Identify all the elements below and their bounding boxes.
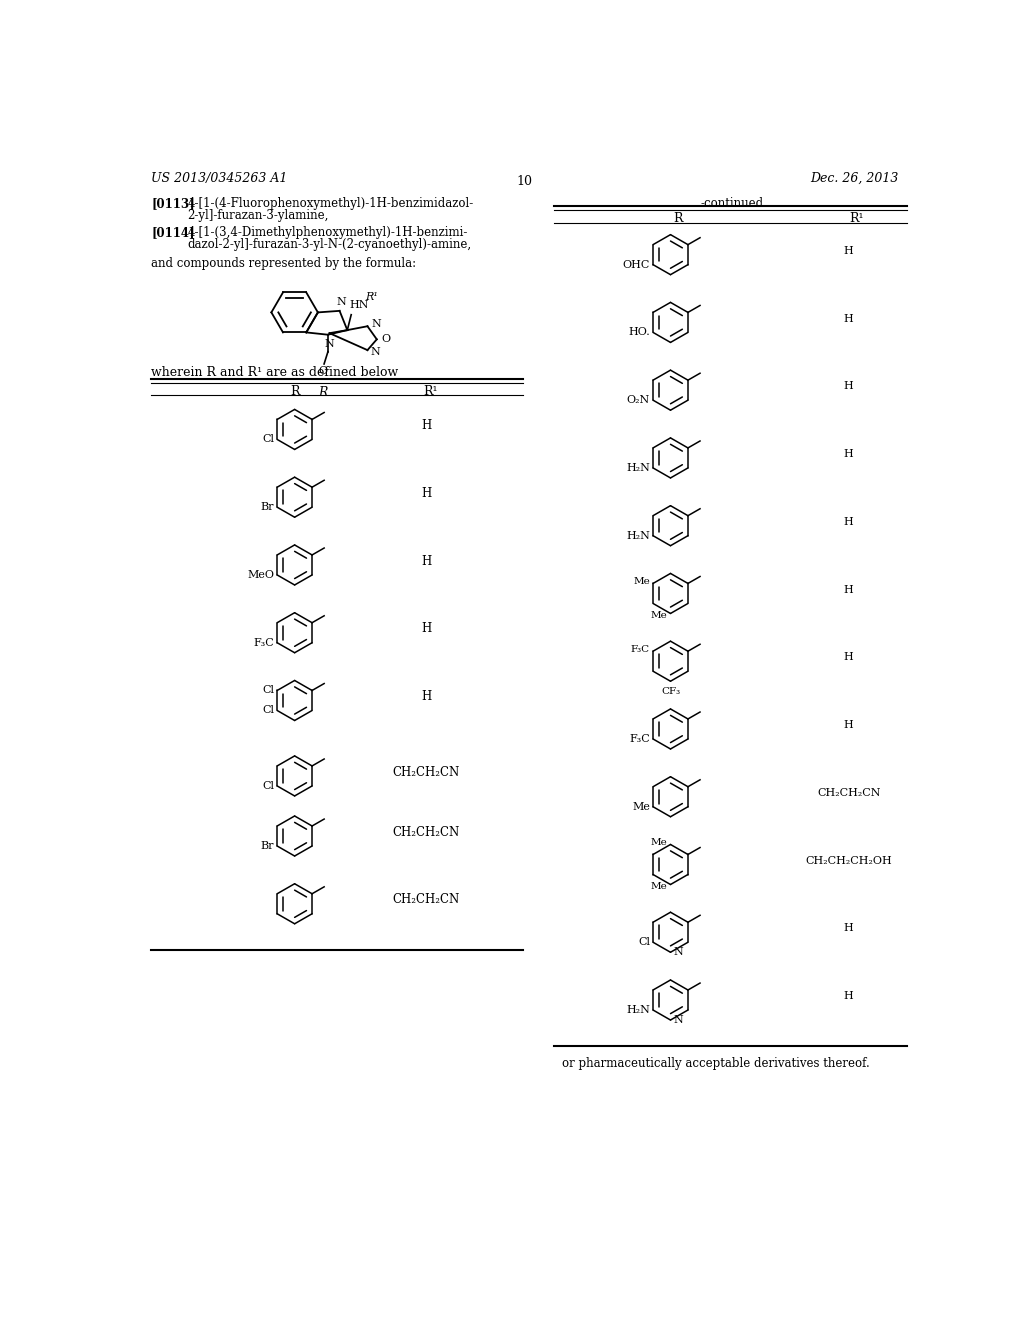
Text: F₃C: F₃C	[253, 638, 274, 648]
Text: [0114]: [0114]	[152, 226, 195, 239]
Text: CH₂CH₂CN: CH₂CH₂CN	[393, 894, 460, 907]
Text: R¹: R¹	[423, 385, 437, 397]
Text: O₂N: O₂N	[627, 395, 650, 405]
Text: Cl: Cl	[638, 937, 650, 948]
Text: H: H	[844, 314, 854, 323]
Text: Me: Me	[633, 577, 650, 586]
Text: H₂N: H₂N	[626, 463, 650, 473]
Text: N: N	[674, 1015, 683, 1026]
Text: N: N	[372, 319, 381, 329]
Text: H: H	[421, 622, 431, 635]
Text: Me: Me	[650, 838, 668, 846]
Text: HO.: HO.	[628, 327, 650, 338]
Text: N: N	[325, 338, 335, 348]
Text: R: R	[317, 385, 328, 399]
Text: [0113]: [0113]	[152, 197, 195, 210]
Text: H: H	[421, 487, 431, 500]
Text: 4-[1-(4-Fluorophenoxymethyl)-1H-benzimidazol-: 4-[1-(4-Fluorophenoxymethyl)-1H-benzimid…	[187, 197, 474, 210]
Text: N: N	[674, 948, 683, 957]
Text: US 2013/0345263 A1: US 2013/0345263 A1	[152, 173, 288, 185]
Text: Br: Br	[260, 502, 274, 512]
Text: H: H	[421, 554, 431, 568]
Text: CH₂CH₂CN: CH₂CH₂CN	[817, 788, 881, 797]
Text: MeO: MeO	[247, 570, 274, 579]
Text: H: H	[844, 721, 854, 730]
Text: Cl: Cl	[262, 705, 274, 715]
Text: Me: Me	[632, 801, 650, 812]
Text: N: N	[371, 347, 380, 358]
Text: or pharmaceutically acceptable derivatives thereof.: or pharmaceutically acceptable derivativ…	[562, 1057, 869, 1071]
Text: H: H	[844, 924, 854, 933]
Text: H: H	[844, 585, 854, 594]
Text: H: H	[844, 449, 854, 459]
Text: H₂N: H₂N	[626, 531, 650, 541]
Text: Dec. 26, 2013: Dec. 26, 2013	[810, 173, 898, 185]
Text: O: O	[318, 366, 327, 375]
Text: R: R	[674, 213, 683, 226]
Text: R¹: R¹	[366, 292, 378, 302]
Text: Cl: Cl	[262, 685, 274, 696]
Text: and compounds represented by the formula:: and compounds represented by the formula…	[152, 257, 417, 271]
Text: H: H	[844, 517, 854, 527]
Text: CH₂CH₂CN: CH₂CH₂CN	[393, 825, 460, 838]
Text: -continued: -continued	[701, 197, 764, 210]
Text: CF₃: CF₃	[660, 688, 680, 697]
Text: dazol-2-yl]-furazan-3-yl-N-(2-cyanoethyl)-amine,: dazol-2-yl]-furazan-3-yl-N-(2-cyanoethyl…	[187, 239, 472, 252]
Text: R¹: R¹	[849, 213, 864, 226]
Text: O: O	[381, 334, 390, 345]
Text: F₃C: F₃C	[631, 645, 650, 655]
Text: Me: Me	[650, 611, 668, 619]
Text: CH₂CH₂CN: CH₂CH₂CN	[393, 766, 460, 779]
Text: 10: 10	[517, 176, 532, 189]
Text: H: H	[844, 246, 854, 256]
Text: H: H	[421, 418, 431, 432]
Text: H₂N: H₂N	[626, 1005, 650, 1015]
Text: OHC: OHC	[623, 260, 650, 269]
Text: Cl: Cl	[262, 781, 274, 791]
Text: Me: Me	[650, 882, 668, 891]
Text: F₃C: F₃C	[629, 734, 650, 744]
Text: 2-yl]-furazan-3-ylamine,: 2-yl]-furazan-3-ylamine,	[187, 209, 329, 222]
Text: wherein R and R¹ are as defined below: wherein R and R¹ are as defined below	[152, 367, 398, 379]
Text: Cl: Cl	[262, 434, 274, 445]
Text: H: H	[844, 991, 854, 1001]
Text: 4-[1-(3,4-Dimethylphenoxymethyl)-1H-benzimi-: 4-[1-(3,4-Dimethylphenoxymethyl)-1H-benz…	[187, 226, 468, 239]
Text: H: H	[844, 381, 854, 391]
Text: CH₂CH₂CH₂OH: CH₂CH₂CH₂OH	[805, 855, 892, 866]
Text: H: H	[421, 690, 431, 704]
Text: H: H	[844, 652, 854, 663]
Text: Br: Br	[260, 841, 274, 851]
Text: R: R	[290, 385, 299, 397]
Text: N: N	[336, 297, 346, 308]
Text: HN: HN	[349, 300, 369, 310]
